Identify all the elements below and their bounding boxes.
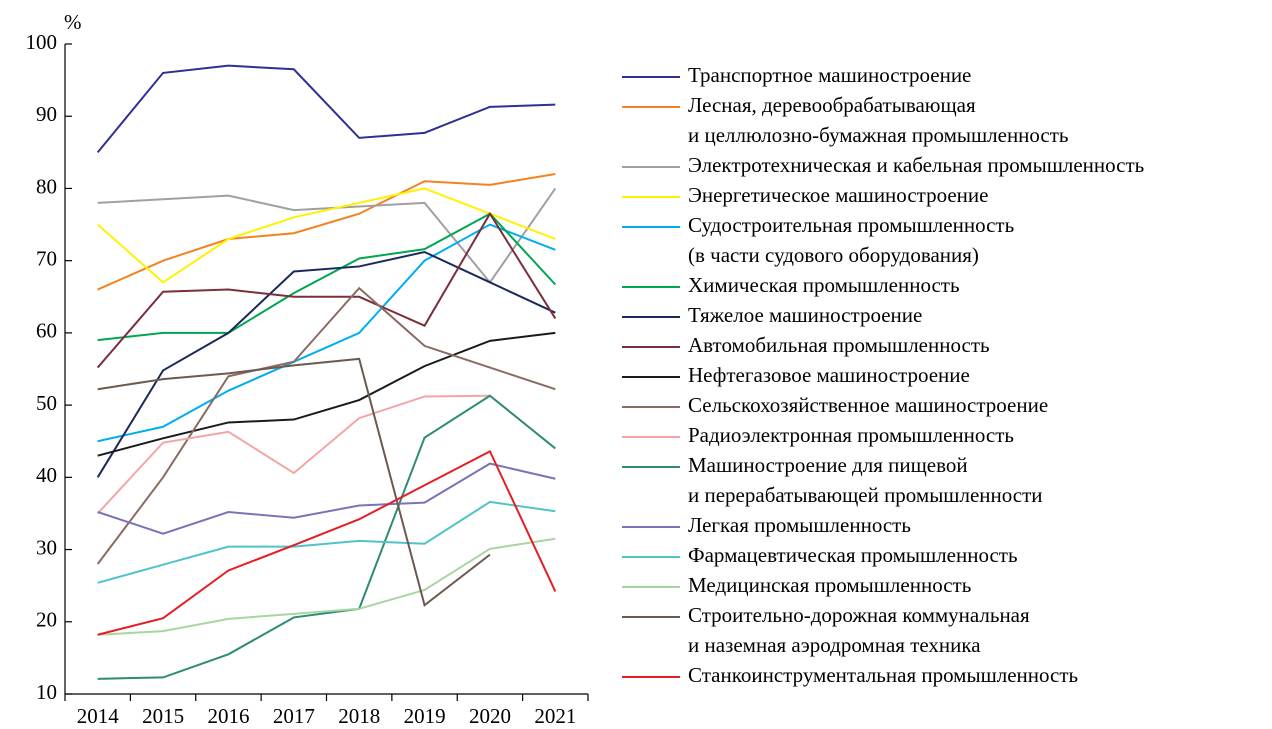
series-line (97, 462, 556, 535)
x-tick-label: 2015 (142, 704, 184, 728)
series-line (97, 187, 557, 284)
series-line (97, 394, 556, 680)
y-tick-label: 10 (36, 680, 57, 704)
legend-label: Радиоэлектронная промышленность (688, 423, 1014, 447)
legend-label: Строительно-дорожная коммунальная и назем… (688, 603, 1030, 657)
y-axis-label: % (64, 10, 82, 34)
legend-label: Химическая промышленность (688, 273, 960, 297)
y-tick-label: 20 (36, 608, 57, 632)
legend-label: Транспортное машиностроение (688, 63, 971, 87)
series-line (97, 500, 556, 584)
series-line (97, 357, 491, 607)
series-line (96, 286, 556, 565)
x-tick-label: 2021 (534, 704, 576, 728)
y-tick-label: 60 (36, 319, 57, 343)
y-tick-label: 50 (36, 391, 57, 415)
series-line (96, 394, 490, 515)
y-tick-label: 80 (36, 174, 57, 198)
x-tick-label: 2020 (469, 704, 511, 728)
legend-label: Машиностроение для пищевой и перерабатыва… (688, 453, 1043, 507)
series-line (97, 449, 557, 636)
legend-label: Энергетическое машиностроение (688, 183, 988, 207)
legend-label: Легкая промышленность (688, 513, 911, 537)
x-tick-label: 2014 (77, 704, 120, 728)
y-tick-label: 40 (36, 463, 57, 487)
legend-label: Лесная, деревообрабатывающая и целлюлозно… (688, 93, 1069, 147)
series-line (97, 187, 556, 284)
legend-label: Станкоинструментальная промышленность (688, 663, 1078, 687)
legend-label: Нефтегазовое машиностроение (688, 363, 970, 387)
series-line (97, 537, 556, 636)
legend-label: Судостроительная промышленность (в части … (688, 213, 1014, 267)
series-line (96, 250, 556, 478)
legend-label: Электротехническая и кабельная промышлен… (688, 153, 1144, 177)
series-line (96, 211, 557, 369)
y-tick-label: 100 (26, 30, 58, 54)
x-tick-label: 2018 (338, 704, 380, 728)
x-tick-label: 2019 (404, 704, 446, 728)
y-tick-label: 70 (36, 246, 57, 270)
y-tick-label: 30 (36, 535, 57, 559)
series-line (96, 64, 556, 153)
legend-label: Автомобильная промышленность (688, 333, 990, 357)
legend-label: Тяжелое машиностроение (688, 303, 922, 327)
series-line (97, 173, 556, 291)
series-line (97, 212, 557, 342)
series-line (97, 331, 556, 457)
legend-label: Сельскохозяйственное машиностроение (688, 393, 1048, 417)
x-tick-label: 2016 (207, 704, 249, 728)
legend-label: Медицинская промышленность (688, 573, 971, 597)
x-tick-label: 2017 (273, 704, 315, 728)
legend-label: Фармацевтическая промышленность (688, 543, 1018, 567)
y-tick-label: 90 (36, 102, 57, 126)
